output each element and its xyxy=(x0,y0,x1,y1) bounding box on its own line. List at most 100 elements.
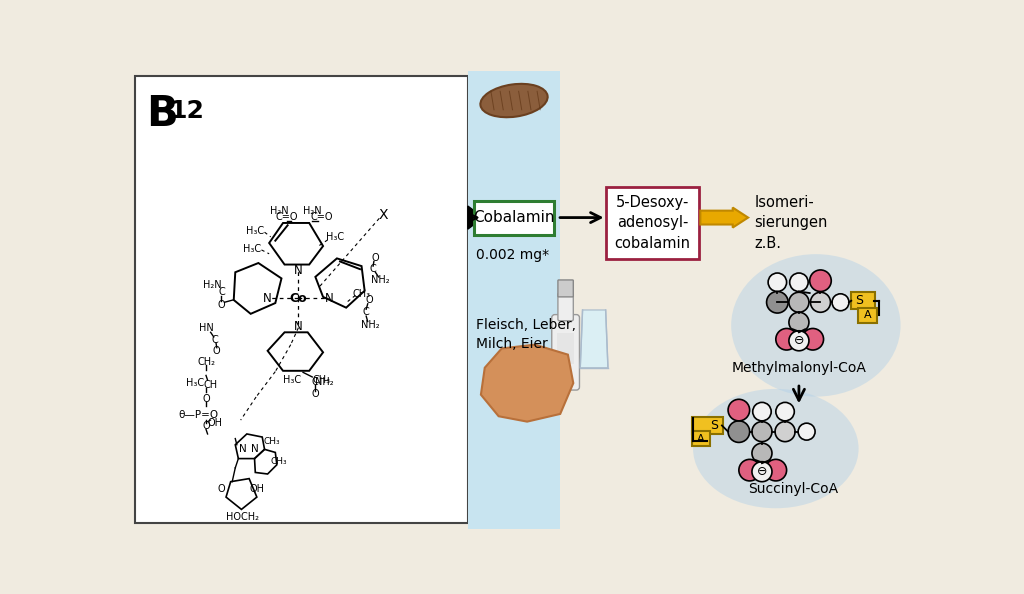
Text: B: B xyxy=(146,93,178,135)
Text: C: C xyxy=(218,287,225,297)
Text: NH₂: NH₂ xyxy=(315,377,334,387)
Ellipse shape xyxy=(798,423,815,440)
Text: OH: OH xyxy=(249,484,264,494)
Text: N: N xyxy=(325,292,334,305)
Text: Isomeri-
sierungen
z.B.: Isomeri- sierungen z.B. xyxy=(755,195,827,251)
Ellipse shape xyxy=(776,402,795,421)
Text: O: O xyxy=(311,389,319,399)
Text: N: N xyxy=(294,264,303,277)
Text: A: A xyxy=(863,311,871,320)
Polygon shape xyxy=(468,206,483,229)
FancyArrow shape xyxy=(700,207,749,228)
FancyBboxPatch shape xyxy=(552,315,580,390)
Text: ⊖: ⊖ xyxy=(794,334,804,347)
Text: Methylmalonyl-CoA: Methylmalonyl-CoA xyxy=(731,361,866,375)
Text: C: C xyxy=(362,307,370,317)
Polygon shape xyxy=(481,345,573,422)
Ellipse shape xyxy=(767,292,788,313)
Ellipse shape xyxy=(768,273,786,292)
Text: H₃C: H₃C xyxy=(246,226,264,236)
Ellipse shape xyxy=(550,388,565,407)
Text: 5-Desoxy-
adenosyl-
cobalamin: 5-Desoxy- adenosyl- cobalamin xyxy=(614,195,690,251)
Ellipse shape xyxy=(693,389,858,508)
Ellipse shape xyxy=(788,331,809,351)
Text: O: O xyxy=(218,299,225,309)
FancyBboxPatch shape xyxy=(606,187,698,259)
Polygon shape xyxy=(581,310,608,368)
Text: A: A xyxy=(697,434,705,444)
Text: 0.002 mg*: 0.002 mg* xyxy=(475,248,549,261)
Text: C: C xyxy=(370,264,377,274)
FancyBboxPatch shape xyxy=(558,293,573,321)
Ellipse shape xyxy=(788,312,809,332)
Text: S: S xyxy=(711,419,718,432)
Text: Fleisch, Leber,
Milch, Eier: Fleisch, Leber, Milch, Eier xyxy=(475,318,575,352)
FancyBboxPatch shape xyxy=(558,280,573,297)
FancyBboxPatch shape xyxy=(557,333,574,364)
Ellipse shape xyxy=(765,459,786,481)
Text: X: X xyxy=(379,208,388,222)
Ellipse shape xyxy=(541,396,556,416)
Text: H₃C: H₃C xyxy=(243,244,261,254)
Ellipse shape xyxy=(810,292,830,312)
Text: OH: OH xyxy=(208,418,223,428)
Ellipse shape xyxy=(728,421,750,443)
Text: CH₃: CH₃ xyxy=(270,457,287,466)
Ellipse shape xyxy=(788,292,809,312)
Ellipse shape xyxy=(802,328,823,350)
Ellipse shape xyxy=(731,254,900,397)
Text: O: O xyxy=(213,346,220,356)
Text: H₂N: H₂N xyxy=(270,206,289,216)
Text: CH: CH xyxy=(204,380,218,390)
Ellipse shape xyxy=(790,273,808,292)
Text: Cobalamin: Cobalamin xyxy=(473,210,555,225)
Text: H₃C: H₃C xyxy=(327,232,344,242)
Text: N: N xyxy=(263,292,272,305)
Text: CH₂: CH₂ xyxy=(197,356,215,366)
Text: NH₂: NH₂ xyxy=(360,320,379,330)
Text: HOCH₂: HOCH₂ xyxy=(226,512,259,522)
Text: Succinyl-CoA: Succinyl-CoA xyxy=(748,482,838,497)
Text: N: N xyxy=(240,444,247,454)
Text: CH₃: CH₃ xyxy=(312,375,331,385)
Ellipse shape xyxy=(480,84,548,117)
Ellipse shape xyxy=(752,462,772,482)
FancyBboxPatch shape xyxy=(858,308,877,323)
Text: N: N xyxy=(251,444,258,454)
Text: θ—P=O: θ—P=O xyxy=(178,410,218,421)
Ellipse shape xyxy=(753,402,771,421)
FancyBboxPatch shape xyxy=(135,76,468,523)
Text: H₂N: H₂N xyxy=(303,206,322,216)
FancyBboxPatch shape xyxy=(474,201,554,235)
Text: ⊖: ⊖ xyxy=(757,465,767,478)
Ellipse shape xyxy=(810,270,831,292)
Text: O: O xyxy=(218,484,225,494)
Text: N: N xyxy=(294,320,303,333)
Text: O: O xyxy=(202,421,210,431)
FancyBboxPatch shape xyxy=(692,417,723,434)
Text: NH₂: NH₂ xyxy=(372,275,390,285)
Text: C=O: C=O xyxy=(310,212,333,222)
Text: HN: HN xyxy=(199,323,213,333)
Text: H₃C: H₃C xyxy=(284,375,301,385)
Text: O: O xyxy=(202,394,210,403)
Ellipse shape xyxy=(739,459,761,481)
Text: 12: 12 xyxy=(169,99,204,123)
Ellipse shape xyxy=(536,381,551,401)
Text: H₂N: H₂N xyxy=(203,280,221,289)
Text: C: C xyxy=(212,335,219,345)
Text: H₃C: H₃C xyxy=(186,378,205,388)
Text: CH₃: CH₃ xyxy=(264,437,281,446)
Ellipse shape xyxy=(752,422,772,442)
Text: Co: Co xyxy=(290,292,307,305)
Ellipse shape xyxy=(752,443,772,463)
Text: CH₃: CH₃ xyxy=(352,289,371,299)
Text: O: O xyxy=(366,295,373,305)
Ellipse shape xyxy=(728,399,750,421)
Bar xyxy=(468,71,560,529)
FancyBboxPatch shape xyxy=(692,431,711,446)
Text: S: S xyxy=(855,294,863,307)
FancyBboxPatch shape xyxy=(851,292,876,309)
Text: C=O: C=O xyxy=(275,212,298,222)
Text: O: O xyxy=(372,254,379,263)
